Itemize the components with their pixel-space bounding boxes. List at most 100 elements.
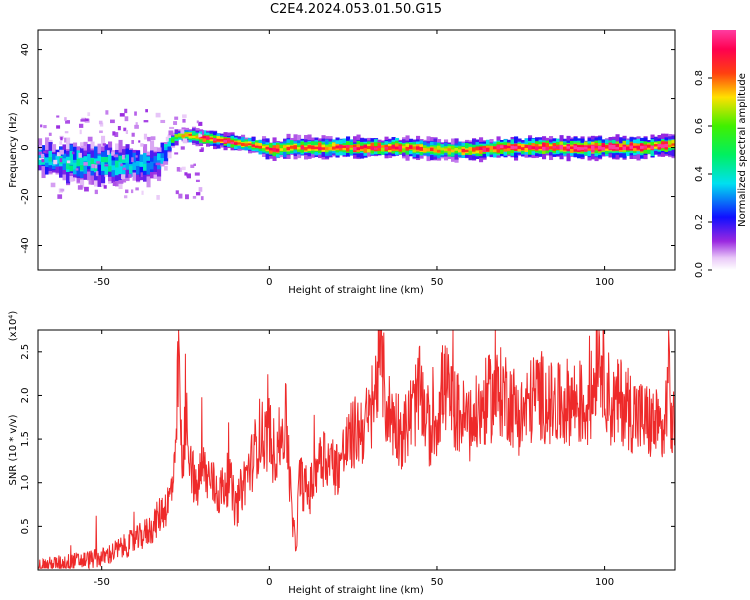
spectrogram-cell: [482, 148, 487, 153]
spectrogram-cell: [244, 143, 249, 147]
spectrogram-speck: [143, 133, 148, 138]
colorbar-label: Normalized spectral amplitude: [737, 73, 748, 227]
spectrogram-speck: [140, 143, 144, 147]
spectrogram-cell: [230, 141, 235, 145]
snr-x-tick-label: 100: [595, 577, 614, 588]
spectrogram-cell: [619, 147, 624, 151]
snr-y-tick-label: 2.5: [20, 344, 31, 360]
spectrogram-cell: [475, 147, 480, 154]
spectrogram-cell: [80, 165, 85, 171]
spectrogram-cell: [416, 146, 421, 150]
spectrogram-cell: [314, 146, 319, 150]
spectrogram-speck: [131, 140, 134, 144]
spectrogram-cell: [580, 147, 585, 150]
spectrogram-cell: [612, 144, 617, 150]
spectrogram-cell: [566, 145, 571, 149]
spectrogram-speck: [66, 160, 71, 164]
spectrogram-speck: [202, 130, 205, 135]
spectrogram-speck: [56, 115, 60, 118]
spectrogram-cell: [657, 143, 662, 148]
spectrogram-speck: [164, 165, 168, 171]
spectrogram-cell: [328, 146, 333, 151]
spectrogram-cell: [115, 163, 120, 176]
snr-y-multiplier-label: (x10⁴): [8, 311, 19, 342]
spectrogram-cell: [276, 148, 281, 152]
spectrogram-cell: [570, 146, 575, 149]
spectrogram-cell: [496, 145, 501, 150]
spectrogram-cell: [661, 144, 666, 149]
spectrogram-cell: [181, 134, 186, 138]
spectrogram-cell: [409, 145, 414, 149]
spectrogram-cell: [584, 146, 589, 150]
spectrogram-cell: [164, 147, 169, 162]
spectrogram-cell: [146, 162, 151, 175]
spectrogram-speck: [104, 164, 109, 167]
spectrogram-cell: [353, 146, 358, 151]
spectrogram-speck: [155, 162, 161, 166]
spectrogram-frame: [37, 29, 676, 271]
spectrogram-cell: [262, 145, 267, 149]
spectrogram-cell: [423, 148, 428, 153]
spectrogram-speck: [195, 192, 201, 196]
spectrogram-cell: [563, 146, 568, 151]
spectrogram-cell: [419, 146, 424, 151]
spectrogram-cell: [153, 156, 158, 164]
spectrogram-speck: [40, 124, 43, 128]
spectrogram-speck: [143, 120, 149, 123]
spectrogram-speck: [72, 177, 76, 182]
spectrogram-speck: [173, 121, 178, 125]
spectrogram-cell: [521, 147, 526, 151]
spectrogram-cell: [405, 143, 410, 150]
spectrogram-cell: [251, 144, 256, 147]
spectrogram-x-axis-label: Height of straight line (km): [288, 285, 424, 296]
colorbar: 0.0 0.2 0.4 0.6 0.8 Normalized spectral ampl…: [694, 30, 748, 278]
spectrogram-cell: [531, 146, 536, 150]
spectrogram-cell: [59, 146, 64, 166]
spectrogram-cell: [101, 157, 106, 163]
spectrogram-cell: [342, 145, 347, 148]
spectrogram-speck: [78, 152, 82, 158]
spectrogram-cell: [318, 146, 323, 151]
spectrogram-cell: [90, 158, 95, 165]
spectrogram-cell: [451, 149, 456, 153]
spectrogram-speck: [102, 143, 107, 146]
snr-x-tick-label: 0: [266, 577, 272, 588]
spectrogram-speck: [78, 123, 84, 128]
spectrogram-cell: [402, 145, 407, 149]
spectrogram-speck: [134, 111, 137, 116]
spectrogram-cell: [545, 142, 550, 151]
spectrogram-cell: [517, 145, 522, 150]
spectrogram-speck: [48, 132, 52, 136]
spectrogram-cell: [213, 138, 218, 141]
spectrogram-cell: [458, 149, 463, 153]
spectrogram-cell: [363, 144, 368, 153]
spectrogram-cell: [668, 140, 673, 149]
spectrogram-cell: [528, 145, 533, 150]
spectrogram-cell: [223, 140, 228, 143]
spectrogram-speck: [169, 126, 175, 130]
colorbar-tick-label: 0.4: [694, 166, 705, 182]
colorbar-gradient: [712, 30, 736, 270]
spectrogram-speck: [199, 134, 203, 137]
spectrogram-speck: [180, 146, 185, 150]
spectrogram-cell: [139, 154, 144, 166]
spectrogram-speck: [77, 185, 83, 190]
spectrogram-speck: [87, 136, 93, 142]
spectrogram-y-tick-label: 40: [20, 43, 31, 56]
spectrogram-cell: [433, 148, 438, 153]
spectrogram-cell: [622, 146, 627, 150]
spectrogram-cell: [503, 145, 508, 152]
spectrogram-speck: [176, 167, 180, 172]
spectrogram-cell: [202, 135, 207, 142]
spectrogram-cell: [55, 155, 60, 164]
spectrogram-speck: [38, 151, 43, 156]
spectrogram-speck: [98, 120, 103, 125]
spectrogram-speck: [135, 155, 138, 158]
spectrogram-cell: [241, 142, 246, 146]
snr-panel: -50 0 50 100 0.5 1.0 1.5 2.0 2.5 Height of stra…: [8, 311, 676, 596]
spectrogram-cell: [615, 146, 620, 150]
spectrogram-cell: [489, 147, 494, 153]
spectrogram-speck: [103, 185, 107, 189]
spectrogram-speck: [190, 164, 195, 168]
